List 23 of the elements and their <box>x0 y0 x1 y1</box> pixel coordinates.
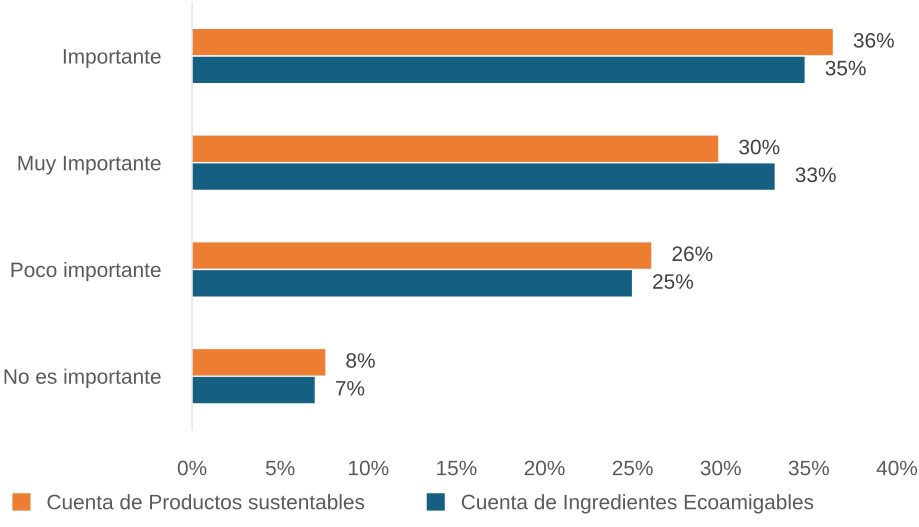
legend-label: Cuenta de Productos sustentables <box>48 494 364 510</box>
x-tick-label: 10% <box>349 460 388 476</box>
y-tick-label: Poco importante <box>12 262 161 282</box>
x-tick-label: 15% <box>437 460 477 476</box>
x-tick-label: 35% <box>788 460 829 476</box>
x-tick-label: 40% <box>876 460 918 476</box>
legend-label: Cuenta de Ingredientes Ecoamigables <box>462 494 814 514</box>
data-label: 35% <box>826 60 866 76</box>
x-tick-label: 20% <box>524 460 565 476</box>
y-tick-label: No es importante <box>4 368 161 388</box>
data-label: 33% <box>796 167 836 182</box>
data-label: 25% <box>653 274 694 289</box>
x-tick-label: 30% <box>700 460 741 476</box>
x-tick-label: 5% <box>266 460 294 476</box>
data-label: 30% <box>739 140 780 154</box>
x-tick-label: 25% <box>612 460 653 476</box>
y-tick-label: Muy Importante <box>18 156 161 175</box>
data-label: 36% <box>854 32 894 48</box>
data-label: 8% <box>346 353 375 368</box>
data-label: 7% <box>336 380 364 396</box>
x-tick-label: 0% <box>178 460 206 476</box>
y-tick-label: Importante <box>64 49 161 68</box>
data-label: 26% <box>672 246 712 262</box>
